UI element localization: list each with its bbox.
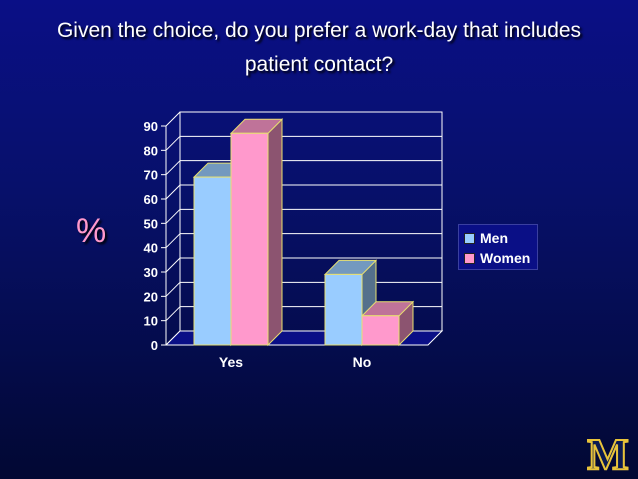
gridline-side [165,160,181,176]
chart-legend: Men Women [458,224,538,270]
legend-item-men: Men [464,228,537,248]
university-block-m-logo: M [586,436,630,474]
y-tick-label: 90 [144,119,158,134]
bar-men-no [324,273,363,346]
title-line-2: patient contact? [244,53,394,76]
y-tick-label: 40 [144,241,158,256]
legend-label-men: Men [480,230,508,246]
y-tick-label: 20 [144,289,158,304]
bar-men-yes [193,176,232,346]
y-tick-label: 60 [144,192,158,207]
gridline-side [165,233,181,249]
x-category-label: Yes [219,354,243,370]
gridline-side [165,208,181,224]
gridline-side [165,257,181,273]
y-tick-label: 70 [144,168,158,183]
left-wall [165,112,181,346]
legend-label-women: Women [480,250,531,266]
bar-women-yes-side [267,118,283,347]
gridline-side [165,306,181,322]
logo-letter: M [587,436,629,474]
x-category-label: No [353,354,372,370]
bar-women-yes [230,132,269,346]
y-tick-label: 10 [144,314,158,329]
y-tick-label: 30 [144,265,158,280]
legend-swatch-men [464,232,475,244]
legend-item-women: Women [464,248,537,268]
gridline-side [165,111,181,127]
y-tick-label: 80 [144,143,158,158]
bar-women-no [361,315,400,346]
y-axis-percent-symbol: % [76,212,107,250]
gridline-side [165,281,181,297]
gridline-side [165,184,181,200]
y-tick-label: 0 [151,338,158,353]
slide-title: Given the choice, do you prefer a work-d… [0,14,638,82]
legend-swatch-women [464,252,475,264]
gridline-side [165,135,181,151]
title-line-1: Given the choice, do you prefer a work-d… [56,19,582,42]
y-tick-label: 50 [144,216,158,231]
